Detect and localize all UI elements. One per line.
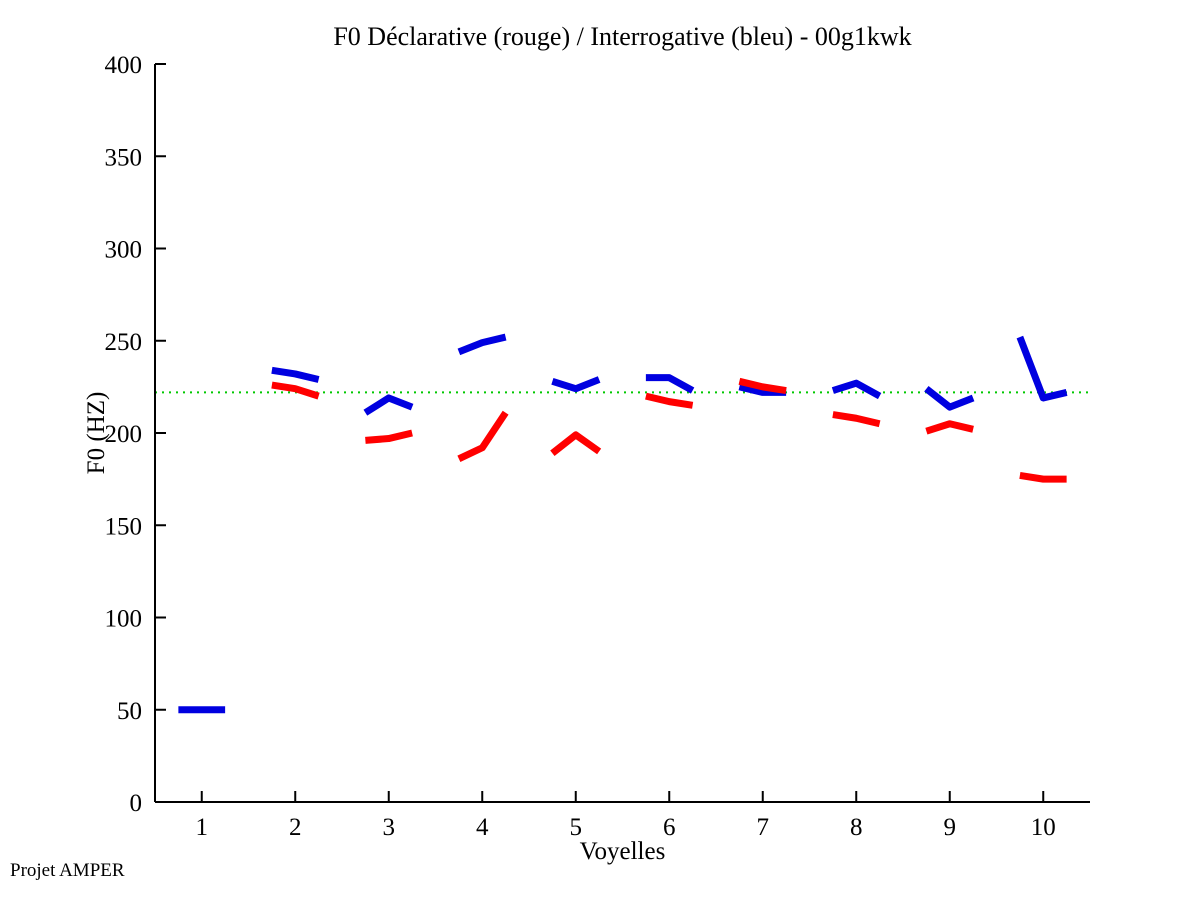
x-tick-label: 10 (1031, 814, 1056, 841)
interrogative-segment-v8 (831, 379, 882, 400)
declarative-segment-v4 (457, 410, 509, 462)
y-tick-label: 200 (105, 421, 143, 448)
x-tick-label: 1 (196, 814, 209, 841)
interrogative-segment-v4 (457, 333, 507, 356)
x-tick-label: 7 (757, 814, 770, 841)
interrogative-segment-v6 (645, 374, 695, 394)
y-tick-label: 250 (105, 329, 143, 356)
x-tick-label: 6 (663, 814, 676, 841)
x-tick-label: 3 (383, 814, 396, 841)
x-tick-label: 5 (570, 814, 583, 841)
interrogative-segment-v3 (363, 394, 414, 416)
declarative-segment-v10 (1019, 471, 1067, 483)
declarative-segment-v5 (550, 431, 602, 457)
declarative-segment-v7 (738, 377, 787, 395)
interrogative-segment-v2 (271, 366, 320, 383)
interrogative-segment-v5 (551, 376, 601, 393)
x-tick-label: 9 (944, 814, 957, 841)
y-tick-label: 0 (130, 790, 143, 817)
declarative-segment-v6 (645, 392, 694, 409)
y-tick-label: 400 (105, 52, 143, 79)
declarative-segment-v2 (271, 381, 320, 400)
declarative-segment-v3 (365, 429, 413, 444)
y-tick-label: 350 (105, 144, 143, 171)
chart-title: F0 Déclarative (rouge) / Interrogative (… (333, 22, 912, 51)
declarative-segment-v8 (832, 411, 881, 428)
x-axis-label: Voyelles (579, 838, 666, 865)
footer-project-label: Projet AMPER (10, 860, 125, 881)
x-tick-label: 2 (289, 814, 302, 841)
y-axis-label: F0 (HZ) (83, 391, 110, 475)
interrogative-segment-v9 (924, 385, 975, 411)
interrogative-segment-v10 (1016, 335, 1068, 402)
y-tick-label: 100 (105, 606, 143, 633)
x-tick-label: 8 (850, 814, 863, 841)
y-tick-label: 50 (117, 698, 142, 725)
y-tick-label: 150 (105, 513, 143, 540)
declarative-segment-v9 (925, 420, 974, 435)
x-tick-label: 4 (476, 814, 489, 841)
y-tick-label: 300 (105, 237, 143, 264)
